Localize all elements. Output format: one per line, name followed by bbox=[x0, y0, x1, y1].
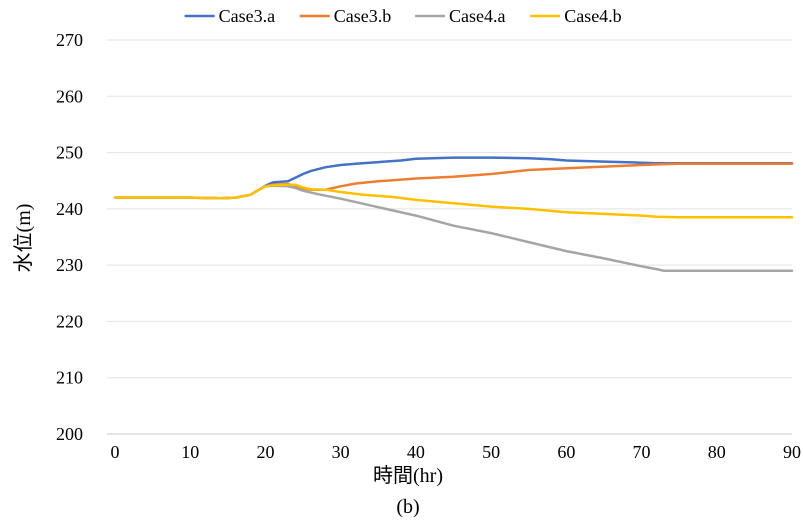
legend-label: Case3.b bbox=[334, 6, 392, 26]
x-tick-label: 90 bbox=[783, 442, 801, 462]
x-tick-label: 0 bbox=[111, 442, 120, 462]
series-line-case4-b bbox=[113, 183, 794, 219]
x-tick-label: 10 bbox=[181, 442, 199, 462]
y-tick-label: 260 bbox=[56, 86, 83, 106]
series-line-case3-b bbox=[113, 162, 794, 200]
y-tick-label: 220 bbox=[56, 311, 83, 331]
y-tick-label: 230 bbox=[56, 255, 83, 275]
legend: Case3.a Case3.b Case4.a Case4.b bbox=[184, 6, 622, 26]
gridlines bbox=[107, 39, 792, 435]
x-tick-label: 80 bbox=[708, 442, 726, 462]
y-tick-label: 270 bbox=[56, 30, 83, 50]
series-lines bbox=[113, 156, 794, 273]
x-tick-label: 60 bbox=[557, 442, 575, 462]
x-axis-title: 時間(hr) bbox=[373, 464, 443, 487]
x-tick-label: 70 bbox=[633, 442, 651, 462]
y-tick-label: 240 bbox=[56, 199, 83, 219]
x-axis-ticks: 0 10 20 30 40 50 60 70 80 90 bbox=[111, 442, 802, 462]
y-tick-label: 210 bbox=[56, 368, 83, 388]
x-tick-label: 20 bbox=[256, 442, 274, 462]
legend-label: Case4.a bbox=[449, 6, 505, 26]
x-tick-label: 50 bbox=[482, 442, 500, 462]
x-tick-label: 30 bbox=[332, 442, 350, 462]
legend-label: Case3.a bbox=[219, 6, 275, 26]
figure-caption: (b) bbox=[396, 496, 419, 518]
x-tick-label: 40 bbox=[407, 442, 425, 462]
y-axis-ticks: 200 210 220 230 240 250 260 270 bbox=[56, 30, 83, 444]
legend-label: Case4.b bbox=[564, 6, 622, 26]
y-tick-label: 200 bbox=[56, 424, 83, 444]
y-axis-title: 水位(m) bbox=[12, 204, 35, 273]
y-tick-label: 250 bbox=[56, 143, 83, 163]
